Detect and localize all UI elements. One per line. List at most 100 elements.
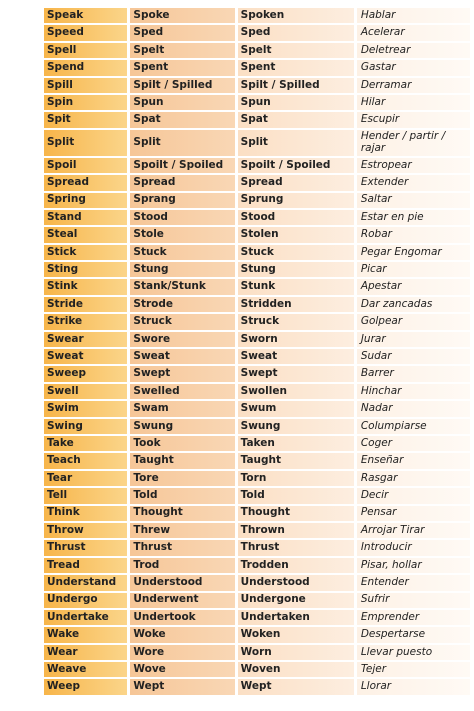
table-row: Spell Spelt Spelt Deletrear	[44, 42, 470, 59]
translation: Enseñar	[356, 453, 470, 469]
past-participle: Spat	[237, 112, 354, 128]
past-simple: Struck	[130, 314, 235, 330]
translation: Entender	[356, 575, 470, 591]
table-row: Tear Tore Torn Rasgar	[44, 470, 470, 487]
past-simple: Wore	[130, 644, 235, 661]
table-row: Stick Stuck Stuck Pegar Engomar	[44, 244, 470, 261]
past-simple: Sweat	[130, 349, 235, 365]
past-participle: Swum	[237, 401, 354, 417]
infinitive: Take	[44, 435, 128, 452]
table-row: Understand Understood Understood Entender	[44, 575, 470, 591]
table-row: Think Thought Thought Pensar	[44, 505, 470, 521]
infinitive: Understand	[44, 575, 128, 591]
infinitive: Throw	[44, 522, 128, 539]
table-row: Strike Struck Struck Golpear	[44, 314, 470, 330]
past-simple: Spent	[130, 60, 235, 76]
past-simple: Spun	[130, 94, 235, 111]
past-simple: Stood	[130, 209, 235, 226]
past-simple: Trod	[130, 557, 235, 574]
past-simple: Spelt	[130, 42, 235, 59]
translation: Escupir	[356, 112, 470, 128]
table-row: Sweep Swept Swept Barrer	[44, 366, 470, 382]
infinitive: Swear	[44, 331, 128, 348]
translation: Deletrear	[356, 42, 470, 59]
infinitive: Sting	[44, 262, 128, 278]
infinitive: Swing	[44, 418, 128, 434]
past-participle: Stung	[237, 262, 354, 278]
translation: Introducir	[356, 540, 470, 556]
translation: Extender	[356, 175, 470, 191]
past-participle: Stood	[237, 209, 354, 226]
translation: Arrojar Tirar	[356, 522, 470, 539]
past-participle: Torn	[237, 470, 354, 487]
past-simple: Stole	[130, 227, 235, 243]
table-row: Thrust Thrust Thrust Introducir	[44, 540, 470, 556]
past-participle: Spread	[237, 175, 354, 191]
past-participle: Woken	[237, 627, 354, 643]
past-simple: Threw	[130, 522, 235, 539]
past-participle: Spelt	[237, 42, 354, 59]
table-row: Spill Spilt / Spilled Spilt / Spilled Derra…	[44, 77, 470, 93]
past-participle: Worn	[237, 644, 354, 661]
table-row: Undergo Underwent Undergone Sufrir	[44, 592, 470, 608]
translation: Pensar	[356, 505, 470, 521]
infinitive: Tear	[44, 470, 128, 487]
infinitive: Spread	[44, 175, 128, 191]
past-simple: Understood	[130, 575, 235, 591]
table-row: Swear Swore Sworn Jurar	[44, 331, 470, 348]
translation: Golpear	[356, 314, 470, 330]
table-row: Spin Spun Spun Hilar	[44, 94, 470, 111]
past-participle: Stunk	[237, 279, 354, 295]
past-simple: Sprang	[130, 192, 235, 208]
past-simple: Spread	[130, 175, 235, 191]
past-participle: Taught	[237, 453, 354, 469]
infinitive: Stink	[44, 279, 128, 295]
infinitive: Spell	[44, 42, 128, 59]
infinitive: Speed	[44, 25, 128, 41]
table-row: Undertake Undertook Undertaken Emprender	[44, 609, 470, 626]
translation: Decir	[356, 488, 470, 504]
past-participle: Stuck	[237, 244, 354, 261]
infinitive: Spoil	[44, 157, 128, 174]
past-simple: Took	[130, 435, 235, 452]
translation: Hender / partir / rajar	[356, 129, 470, 156]
translation: Apestar	[356, 279, 470, 295]
past-simple: Thought	[130, 505, 235, 521]
translation: Llorar	[356, 679, 470, 695]
infinitive: Spit	[44, 112, 128, 128]
table-row: Stink Stank/Stunk Stunk Apestar	[44, 279, 470, 295]
translation: Sudar	[356, 349, 470, 365]
past-participle: Struck	[237, 314, 354, 330]
infinitive: Undergo	[44, 592, 128, 608]
table-row: Teach Taught Taught Enseñar	[44, 453, 470, 469]
past-simple: Stuck	[130, 244, 235, 261]
infinitive: Steal	[44, 227, 128, 243]
infinitive: Strike	[44, 314, 128, 330]
infinitive: Wake	[44, 627, 128, 643]
past-participle: Thrust	[237, 540, 354, 556]
past-simple: Underwent	[130, 592, 235, 608]
infinitive: Undertake	[44, 609, 128, 626]
infinitive: Swell	[44, 383, 128, 400]
translation: Sufrir	[356, 592, 470, 608]
past-participle: Undergone	[237, 592, 354, 608]
past-participle: Woven	[237, 662, 354, 678]
translation: Robar	[356, 227, 470, 243]
past-participle: Split	[237, 129, 354, 156]
past-simple: Told	[130, 488, 235, 504]
table-row: Throw Threw Thrown Arrojar Tirar	[44, 522, 470, 539]
table-row: Spit Spat Spat Escupir	[44, 112, 470, 128]
past-simple: Spoilt / Spoiled	[130, 157, 235, 174]
past-simple: Woke	[130, 627, 235, 643]
infinitive: Sweat	[44, 349, 128, 365]
translation: Hablar	[356, 8, 470, 24]
translation: Gastar	[356, 60, 470, 76]
translation: Estropear	[356, 157, 470, 174]
infinitive: Stand	[44, 209, 128, 226]
infinitive: Spin	[44, 94, 128, 111]
table-row: Stride Strode Stridden Dar zancadas	[44, 296, 470, 313]
past-simple: Sped	[130, 25, 235, 41]
translation: Emprender	[356, 609, 470, 626]
past-simple: Wove	[130, 662, 235, 678]
table-row: Swell Swelled Swollen Hinchar	[44, 383, 470, 400]
